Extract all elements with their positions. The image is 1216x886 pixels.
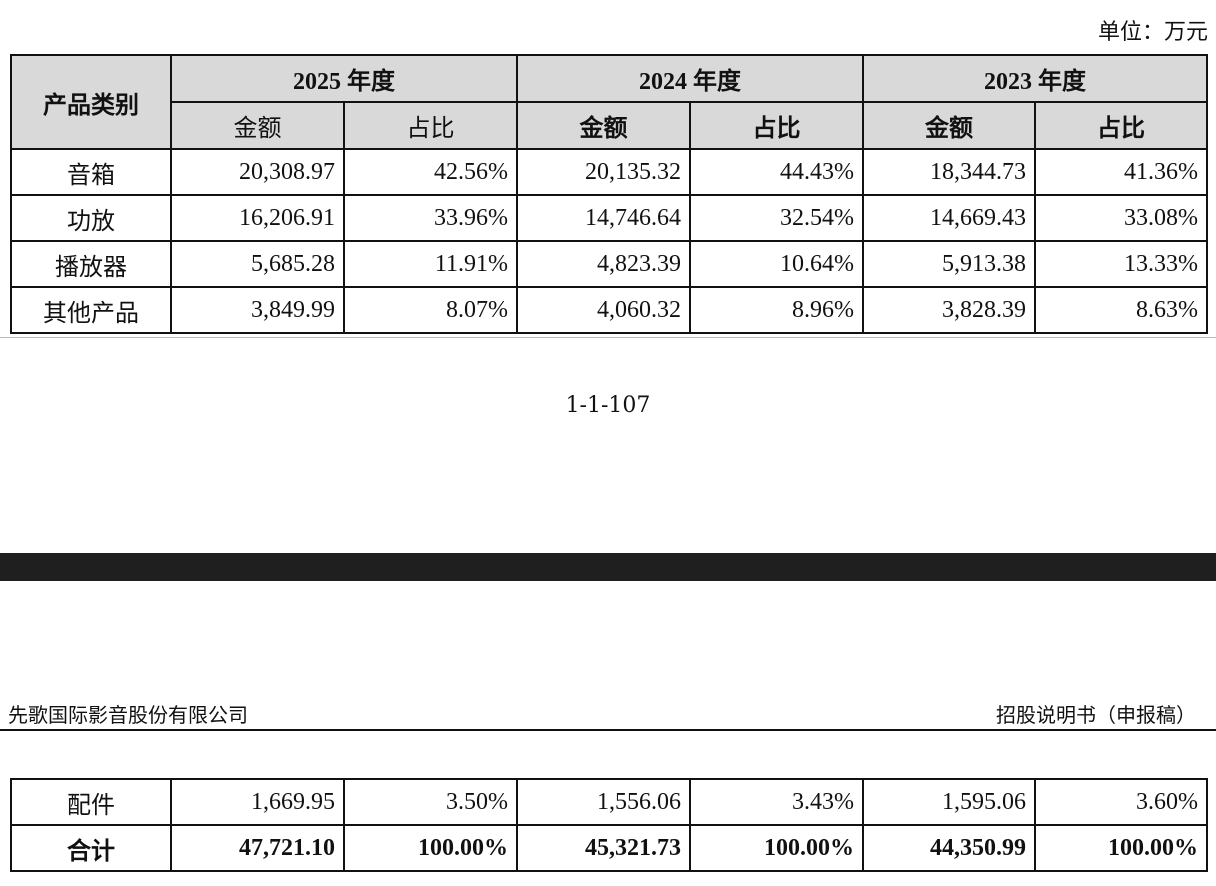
cell-value: 5,913.38: [862, 240, 1036, 288]
share-header-2023: 占比: [1034, 101, 1208, 150]
cell-value: 8.07%: [343, 286, 518, 334]
total-row: 合计 47,721.10 100.00% 45,321.73 100.00% 4…: [10, 824, 1208, 872]
cell-value: 44,350.99: [862, 824, 1036, 872]
share-header-2024: 占比: [689, 101, 864, 150]
table-row: 音箱 20,308.97 42.56% 20,135.32 44.43% 18,…: [10, 148, 1208, 196]
cell-value: 4,823.39: [516, 240, 691, 288]
cell-value: 100.00%: [1034, 824, 1208, 872]
year-header-2023: 2023 年度: [862, 54, 1208, 103]
revenue-table-continued: 配件 1,669.95 3.50% 1,556.06 3.43% 1,595.0…: [10, 778, 1208, 872]
cell-value: 14,669.43: [862, 194, 1036, 242]
cell-value: 8.63%: [1034, 286, 1208, 334]
cell-value: 20,308.97: [170, 148, 345, 196]
row-category: 音箱: [10, 148, 172, 196]
cell-value: 3,828.39: [862, 286, 1036, 334]
cell-value: 14,746.64: [516, 194, 691, 242]
cell-value: 41.36%: [1034, 148, 1208, 196]
cell-value: 8.96%: [689, 286, 864, 334]
table-row: 功放 16,206.91 33.96% 14,746.64 32.54% 14,…: [10, 194, 1208, 242]
row-category: 功放: [10, 194, 172, 242]
cell-value: 1,556.06: [516, 778, 691, 826]
cell-value: 44.43%: [689, 148, 864, 196]
cell-value: 20,135.32: [516, 148, 691, 196]
running-header-company: 先歌国际影音股份有限公司: [8, 703, 248, 727]
page-break-band: [0, 553, 1216, 581]
row-category: 配件: [10, 778, 172, 826]
revenue-table: 产品类别 2025 年度 2024 年度 2023 年度 金额 占比 金额 占比…: [10, 54, 1208, 334]
cell-value: 11.91%: [343, 240, 518, 288]
cell-value: 3.43%: [689, 778, 864, 826]
category-header: 产品类别: [10, 54, 172, 150]
cell-value: 18,344.73: [862, 148, 1036, 196]
cell-value: 16,206.91: [170, 194, 345, 242]
running-header-doc-type: 招股说明书（申报稿）: [996, 703, 1196, 727]
amount-header-2025: 金额: [170, 101, 345, 150]
header-rule: [0, 729, 1216, 731]
unit-label: 单位：万元: [1097, 20, 1208, 45]
year-header-2024: 2024 年度: [516, 54, 864, 103]
amount-header-2024: 金额: [516, 101, 691, 150]
cell-value: 32.54%: [689, 194, 864, 242]
amount-header-2023: 金额: [862, 101, 1036, 150]
cell-value: 3.50%: [343, 778, 518, 826]
cell-value: 42.56%: [343, 148, 518, 196]
cell-value: 3,849.99: [170, 286, 345, 334]
cell-value: 45,321.73: [516, 824, 691, 872]
cell-value: 3.60%: [1034, 778, 1208, 826]
share-header-2025: 占比: [343, 101, 518, 150]
year-header-2025: 2025 年度: [170, 54, 518, 103]
cell-value: 4,060.32: [516, 286, 691, 334]
row-category: 合计: [10, 824, 172, 872]
cell-value: 1,669.95: [170, 778, 345, 826]
table-row: 其他产品 3,849.99 8.07% 4,060.32 8.96% 3,828…: [10, 286, 1208, 334]
cell-value: 10.64%: [689, 240, 864, 288]
cell-value: 13.33%: [1034, 240, 1208, 288]
row-category: 播放器: [10, 240, 172, 288]
cell-value: 100.00%: [343, 824, 518, 872]
table-row: 配件 1,669.95 3.50% 1,556.06 3.43% 1,595.0…: [10, 778, 1208, 826]
cell-value: 47,721.10: [170, 824, 345, 872]
table-row: 播放器 5,685.28 11.91% 4,823.39 10.64% 5,91…: [10, 240, 1208, 288]
cell-value: 33.08%: [1034, 194, 1208, 242]
cell-value: 100.00%: [689, 824, 864, 872]
page-number: 1-1-107: [565, 393, 651, 418]
cell-value: 1,595.06: [862, 778, 1036, 826]
cell-value: 5,685.28: [170, 240, 345, 288]
row-category: 其他产品: [10, 286, 172, 334]
cell-value: 33.96%: [343, 194, 518, 242]
page-edge: [0, 337, 1216, 338]
